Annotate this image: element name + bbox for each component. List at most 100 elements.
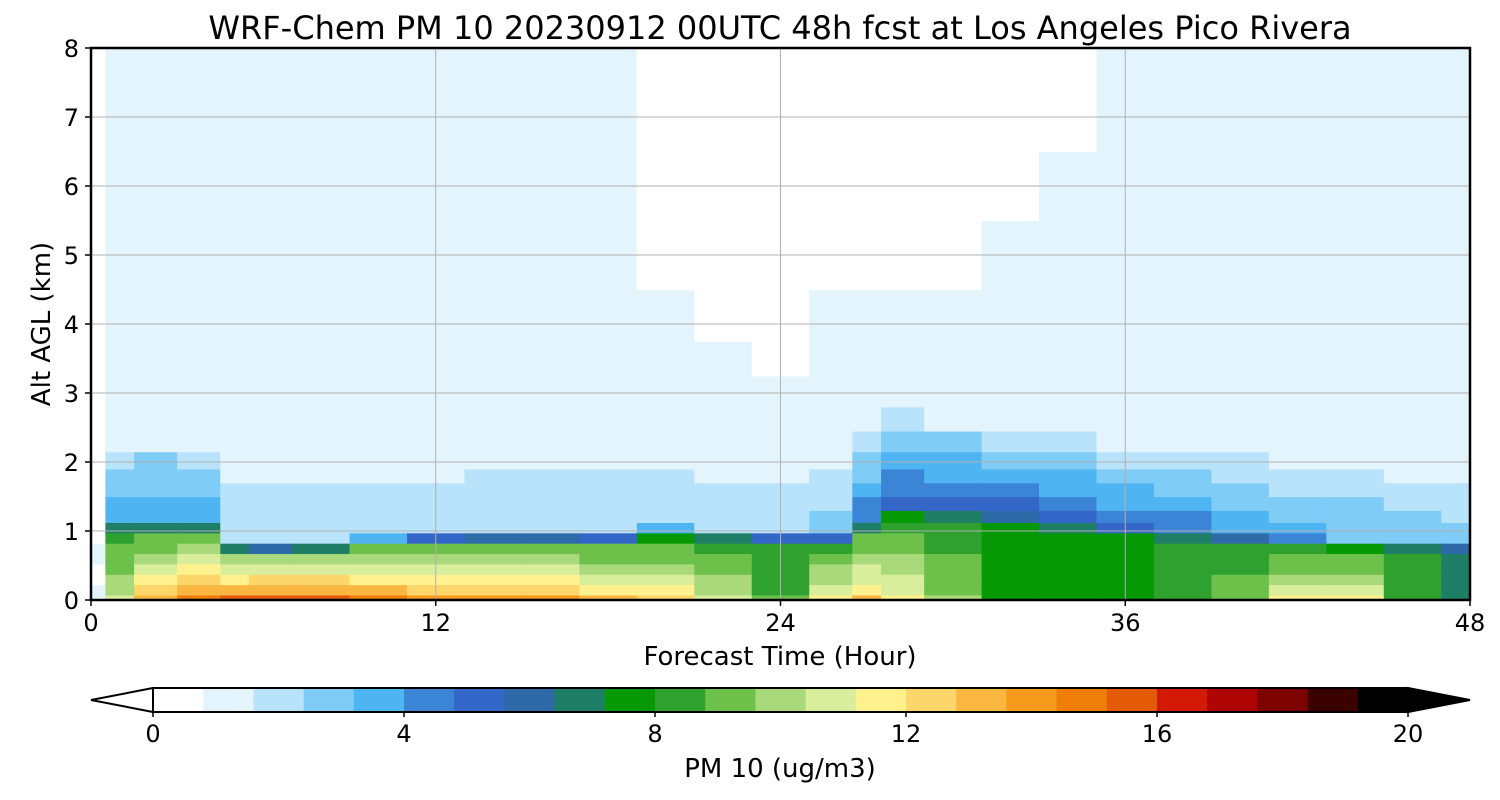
heatmap-cell — [1326, 594, 1385, 600]
heatmap-cell — [464, 341, 523, 377]
heatmap-cell — [1326, 430, 1385, 453]
heatmap-cell — [1383, 430, 1442, 453]
heatmap-cell — [881, 563, 925, 575]
heatmap-cell — [464, 510, 523, 523]
heatmap-cell — [924, 430, 983, 453]
heatmap-cell — [579, 482, 638, 498]
heatmap-cell — [220, 375, 250, 408]
heatmap-cell — [91, 522, 106, 534]
heatmap-cell — [1326, 48, 1385, 84]
heatmap-cell — [292, 563, 351, 575]
heatmap-cell — [292, 451, 351, 470]
heatmap-cell — [220, 532, 250, 544]
heatmap-cell — [1441, 482, 1470, 498]
heatmap-cell — [220, 522, 250, 534]
x-tick-label: 36 — [1110, 609, 1141, 637]
heatmap-cell — [349, 468, 408, 484]
heatmap-cell — [134, 406, 178, 432]
heatmap-cell — [105, 406, 135, 432]
heatmap-cell — [809, 430, 853, 453]
heatmap-cell — [1153, 482, 1213, 498]
heatmap-cell — [924, 553, 983, 565]
heatmap-cell — [881, 553, 925, 565]
heatmap-cell — [220, 289, 250, 342]
heatmap-cell — [881, 510, 925, 523]
heatmap-cell — [292, 406, 351, 432]
heatmap-cell — [292, 468, 351, 484]
heatmap-cell — [924, 48, 983, 84]
heatmap-cell — [220, 468, 250, 484]
heatmap-cell — [105, 543, 135, 555]
colorbar-swatch — [404, 688, 455, 712]
heatmap-cell — [981, 430, 1040, 453]
heatmap-cell — [1441, 451, 1470, 470]
heatmap-cell — [1441, 543, 1470, 555]
heatmap-cell — [579, 594, 638, 600]
heatmap-cell — [1383, 406, 1442, 432]
y-tick-label: 5 — [64, 242, 79, 270]
heatmap-cell — [91, 584, 106, 596]
heatmap-cell — [1268, 532, 1327, 544]
heatmap-cell — [1268, 341, 1327, 377]
heatmap-cell — [694, 468, 753, 484]
colorbar-swatch — [1257, 688, 1309, 712]
heatmap-cell — [134, 289, 178, 342]
y-tick-label: 4 — [64, 311, 79, 339]
heatmap-cell — [1441, 496, 1470, 511]
heatmap-cell — [636, 341, 695, 377]
heatmap-cell — [981, 289, 1040, 342]
heatmap-cell — [852, 430, 882, 453]
chart-title: WRF-Chem PM 10 20230912 00UTC 48h fcst a… — [208, 9, 1351, 47]
heatmap-cell — [249, 496, 293, 511]
heatmap-cell — [881, 375, 925, 408]
heatmap-cell — [249, 563, 293, 575]
heatmap-cell — [105, 375, 135, 408]
heatmap-cell — [981, 543, 1040, 555]
heatmap-cell — [349, 574, 408, 586]
heatmap-cell — [1153, 553, 1213, 565]
heatmap-cell — [1153, 451, 1213, 470]
heatmap-cell — [881, 532, 925, 544]
heatmap-cell — [809, 375, 853, 408]
heatmap-cell — [924, 289, 983, 342]
y-tick-label: 3 — [64, 380, 79, 408]
heatmap-cell — [694, 543, 753, 555]
colorbar-swatch — [906, 688, 957, 712]
heatmap-cell — [1153, 532, 1213, 544]
heatmap-cell — [636, 522, 695, 534]
heatmap-cell — [1326, 468, 1385, 484]
heatmap-cell — [1383, 451, 1442, 470]
heatmap-cell — [292, 496, 351, 511]
heatmap-cell — [579, 406, 638, 432]
heatmap-cell — [177, 468, 221, 484]
heatmap-cell — [91, 594, 106, 600]
x-tick-label: 24 — [765, 609, 796, 637]
heatmap-cell — [1441, 468, 1470, 484]
heatmap-cell — [981, 482, 1040, 498]
heatmap-cell — [1326, 289, 1385, 342]
heatmap-cell — [924, 468, 983, 484]
colorbar-swatch — [253, 688, 305, 712]
colorbar-swatch — [554, 688, 606, 712]
heatmap-cell — [521, 375, 580, 408]
heatmap-cell — [1326, 341, 1385, 377]
heatmap-cell — [177, 482, 221, 498]
heatmap-cell — [1153, 594, 1213, 600]
colorbar-swatch — [604, 688, 656, 712]
heatmap-cell — [220, 543, 250, 555]
heatmap-cell — [981, 406, 1040, 432]
colorbar-swatch — [705, 688, 756, 712]
heatmap-cell — [579, 468, 638, 484]
heatmap-cell — [91, 510, 106, 523]
heatmap-cell — [292, 375, 351, 408]
heatmap-cell — [349, 406, 408, 432]
colorbar-swatch — [454, 688, 505, 712]
heatmap-cell — [1383, 375, 1442, 408]
heatmap-cell — [981, 553, 1040, 565]
heatmap-cell — [105, 496, 135, 511]
heatmap-cell — [1268, 406, 1327, 432]
heatmap-cell — [249, 553, 293, 565]
heatmap-cell — [1211, 341, 1270, 377]
heatmap-cell — [134, 482, 178, 498]
